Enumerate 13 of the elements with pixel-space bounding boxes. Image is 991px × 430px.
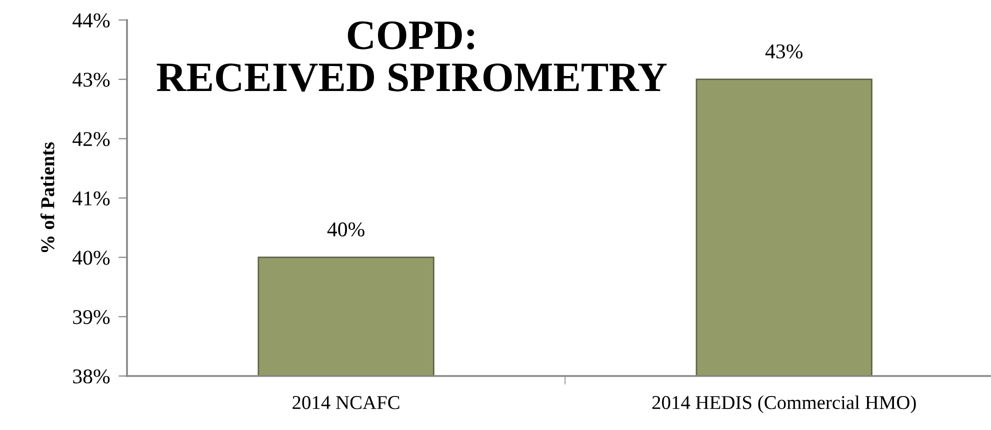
chart-title: COPD: RECEIVED SPIROMETRY bbox=[156, 21, 667, 92]
y-tick-label: 39% bbox=[73, 310, 110, 324]
y-tick-label: 43% bbox=[72, 72, 110, 87]
y-tick-label: 41% bbox=[72, 191, 110, 206]
x-tick-label: 2014 HEDIS (Commercial HMO) bbox=[652, 395, 916, 414]
data-label: 43% bbox=[765, 44, 802, 59]
data-label: 40% bbox=[327, 222, 364, 237]
y-tick-label: 38% bbox=[73, 369, 110, 384]
y-tick-label: 40% bbox=[72, 250, 110, 265]
y-axis-title: % of Patients bbox=[40, 142, 54, 252]
y-tick-label: 44% bbox=[72, 13, 110, 28]
y-tick-label: 42% bbox=[72, 132, 110, 146]
x-tick-label: 2014 NCAFC bbox=[292, 396, 400, 410]
